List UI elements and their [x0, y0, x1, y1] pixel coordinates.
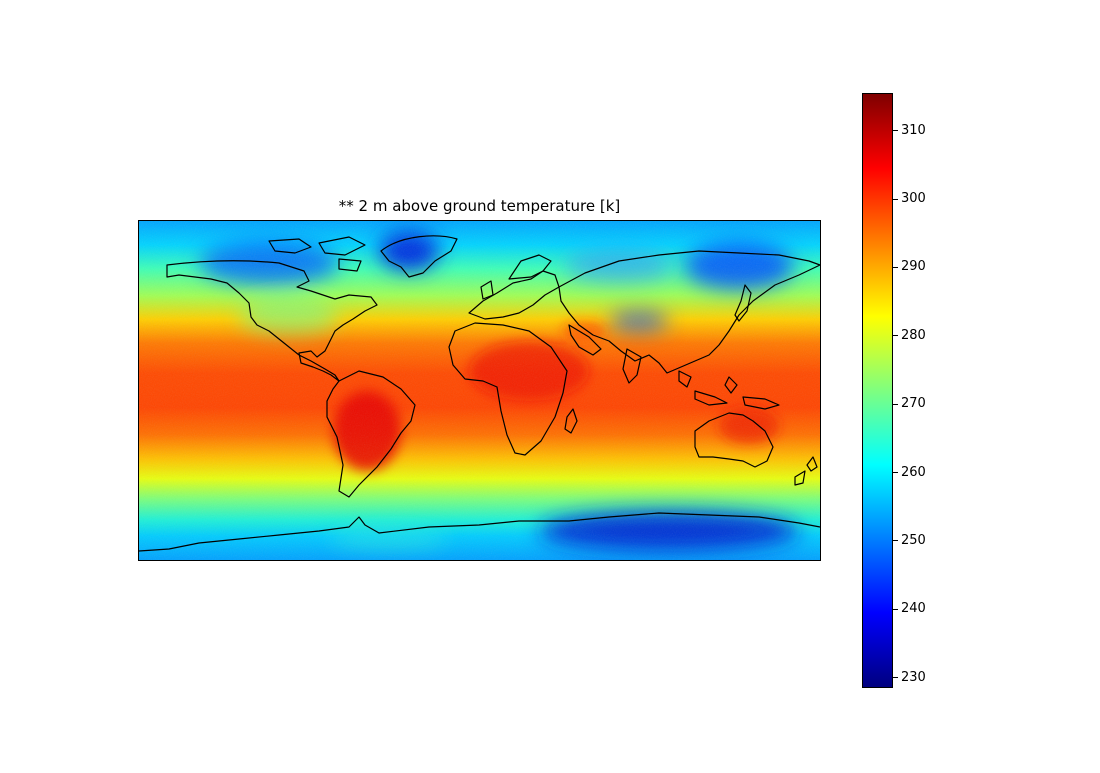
map-panel	[138, 220, 821, 561]
colorbar-tick-mark	[893, 266, 898, 268]
colorbar-tick-mark	[893, 335, 898, 337]
europe-coastline	[468, 270, 560, 320]
southeast-asia-islands-coastline	[678, 370, 780, 410]
colorbar-tick-label: 260	[901, 464, 926, 480]
colorbar-tick-label: 230	[901, 669, 926, 685]
colorbar-tick-mark	[893, 677, 898, 679]
colorbar-tick-label: 290	[901, 259, 926, 275]
antarctica-coastline	[139, 512, 820, 552]
colorbar-tick-label: 280	[901, 327, 926, 343]
africa-coastline	[448, 322, 568, 456]
colorbar-tick-mark	[893, 472, 898, 474]
scandinavia-coastline	[508, 254, 552, 280]
new-zealand-coastline	[794, 456, 818, 486]
greenland-coastline	[380, 235, 458, 278]
asia-coastline	[558, 250, 820, 374]
colorbar-tick-label: 240	[901, 601, 926, 617]
colorbar-tick-label: 250	[901, 532, 926, 548]
arabia-india-coastline	[568, 324, 642, 384]
colorbar-gradient	[863, 94, 892, 687]
temperature-field	[139, 221, 820, 560]
temperature-map	[139, 221, 820, 560]
colorbar-ticks: 230 240 250 260 270 280 290 300 310	[893, 93, 953, 688]
british-isles-coastline	[480, 280, 494, 300]
japan-coastline	[734, 284, 752, 322]
north-america-coastline	[166, 260, 378, 382]
madagascar-coastline	[564, 408, 578, 434]
map-title: ** 2 m above ground temperature [k]	[338, 197, 621, 215]
colorbar-tick-mark	[893, 540, 898, 542]
colorbar-tick-mark	[893, 608, 898, 610]
colorbar-tick-label: 310	[901, 122, 926, 138]
australia-coastline	[694, 412, 774, 468]
colorbar-tick-mark	[893, 198, 898, 200]
colorbar-tick-label: 300	[901, 191, 926, 206]
colorbar	[862, 93, 893, 688]
coastlines	[139, 235, 820, 552]
colorbar-tick-label: 270	[901, 396, 926, 412]
south-america-coastline	[326, 370, 416, 498]
colorbar-tick-mark	[893, 130, 898, 132]
canadian-archipelago-coastline	[268, 236, 366, 272]
colorbar-tick-mark	[893, 403, 898, 405]
